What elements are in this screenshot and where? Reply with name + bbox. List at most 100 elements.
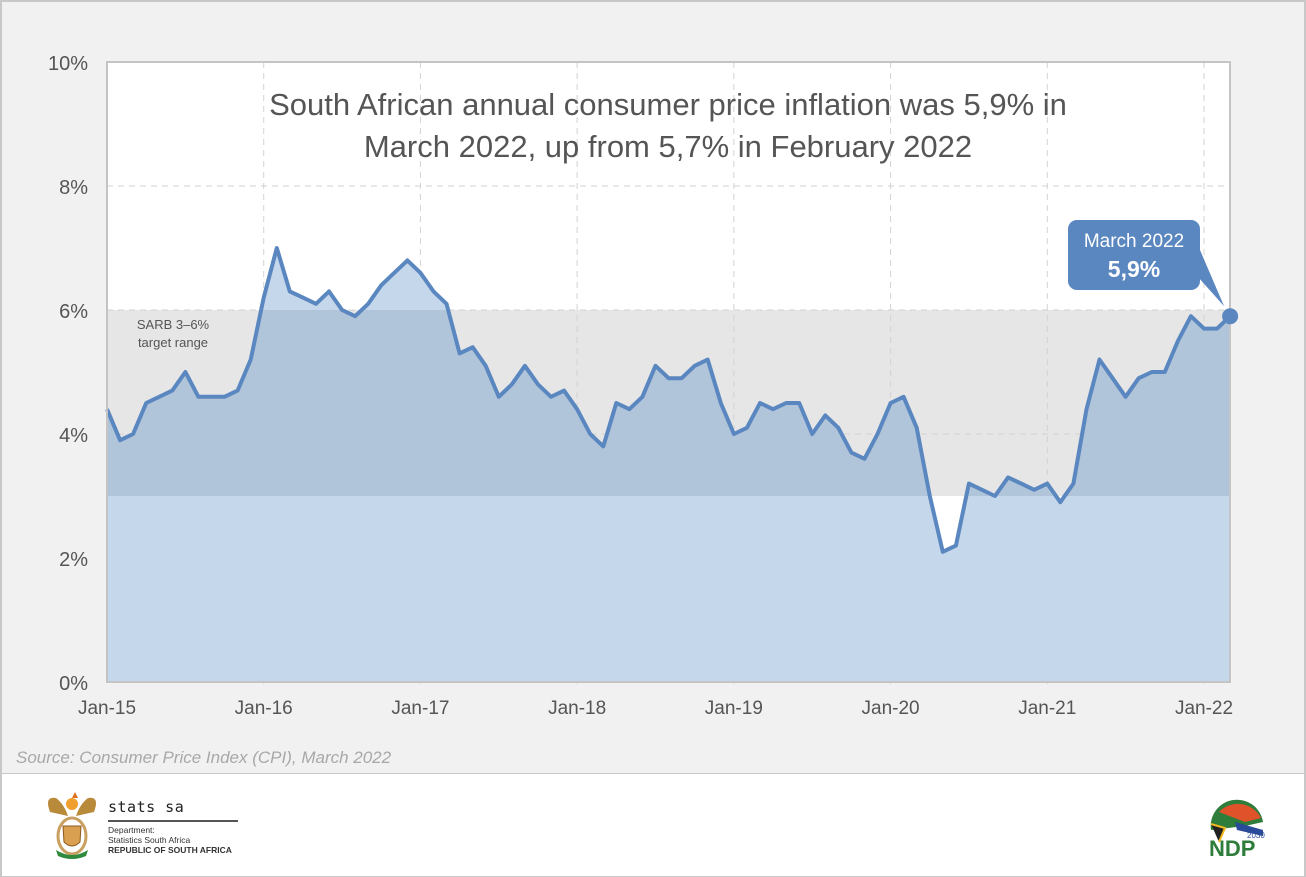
y-tick-label: 0% xyxy=(59,673,88,695)
x-tick-label: Jan-19 xyxy=(705,698,763,719)
data-point xyxy=(889,401,893,405)
x-tick-label: Jan-21 xyxy=(1018,698,1076,719)
data-point xyxy=(954,544,958,548)
data-point xyxy=(157,395,161,399)
data-point xyxy=(719,401,723,405)
x-tick-label: Jan-18 xyxy=(548,698,606,719)
band-label: SARB 3–6% xyxy=(137,317,210,332)
y-tick-label: 4% xyxy=(59,425,88,447)
y-tick-label: 10% xyxy=(48,53,88,75)
data-point xyxy=(601,444,605,448)
data-point xyxy=(549,395,553,399)
data-point xyxy=(327,289,331,293)
data-point xyxy=(510,382,514,386)
data-point xyxy=(379,283,383,287)
data-point xyxy=(654,364,658,368)
data-point xyxy=(183,370,187,374)
data-point xyxy=(1176,339,1180,343)
dept-line: Statistics South Africa xyxy=(108,835,191,845)
data-point xyxy=(562,389,566,393)
data-point xyxy=(627,407,631,411)
data-point xyxy=(745,426,749,430)
data-point xyxy=(1019,482,1023,486)
data-point xyxy=(680,376,684,380)
data-point xyxy=(536,382,540,386)
data-point xyxy=(784,401,788,405)
data-point xyxy=(170,389,174,393)
data-point xyxy=(1137,376,1141,380)
callout-date: March 2022 xyxy=(1084,231,1184,252)
data-point xyxy=(1071,482,1075,486)
data-point xyxy=(771,407,775,411)
data-point xyxy=(797,401,801,405)
data-point xyxy=(1045,482,1049,486)
data-point xyxy=(706,358,710,362)
data-point xyxy=(445,302,449,306)
data-point xyxy=(758,401,762,405)
source-note: Source: Consumer Price Index (CPI), Marc… xyxy=(16,748,392,767)
footer xyxy=(2,773,1304,876)
data-point xyxy=(876,432,880,436)
data-point xyxy=(1084,407,1088,411)
data-point xyxy=(497,395,501,399)
data-point xyxy=(1150,370,1154,374)
data-point xyxy=(1163,370,1167,374)
plot-border xyxy=(106,61,1231,683)
data-point xyxy=(836,426,840,430)
data-point xyxy=(1058,500,1062,504)
data-point xyxy=(941,550,945,554)
dept-line: Department: xyxy=(108,825,155,835)
inflation-line xyxy=(105,246,1232,554)
data-point xyxy=(862,457,866,461)
data-point xyxy=(575,407,579,411)
data-point xyxy=(314,302,318,306)
ndp-text: NDP xyxy=(1209,836,1255,860)
data-point xyxy=(105,407,109,411)
org-rule xyxy=(108,820,238,822)
data-point xyxy=(209,395,213,399)
data-point xyxy=(614,401,618,405)
data-point xyxy=(732,432,736,436)
x-tick-label: Jan-15 xyxy=(78,698,136,719)
x-tick-label: Jan-16 xyxy=(235,698,293,719)
data-point xyxy=(1006,475,1010,479)
data-point xyxy=(431,289,435,293)
data-point xyxy=(915,426,919,430)
data-point xyxy=(967,482,971,486)
data-point xyxy=(353,314,357,318)
data-point xyxy=(1215,327,1219,331)
data-point xyxy=(471,345,475,349)
data-point xyxy=(640,395,644,399)
coat-of-arms-icon xyxy=(48,792,96,859)
data-point xyxy=(993,494,997,498)
x-axis: Jan-15 Jan-16 Jan-17 Jan-18 Jan-19 Jan-20 Jan-… xyxy=(78,698,1233,719)
ndp-flag-icon: 2030 NDP xyxy=(1209,799,1265,861)
data-point xyxy=(484,364,488,368)
data-point xyxy=(288,289,292,293)
org-name: stats sa xyxy=(108,798,185,816)
data-point xyxy=(301,296,305,300)
target-range-overlap xyxy=(107,310,1230,496)
data-point xyxy=(340,308,344,312)
data-point xyxy=(262,296,266,300)
data-point xyxy=(1098,358,1102,362)
data-point xyxy=(236,389,240,393)
data-point xyxy=(849,451,853,455)
data-point xyxy=(405,258,409,262)
data-point xyxy=(249,358,253,362)
data-point xyxy=(1111,376,1115,380)
latest-data-point xyxy=(1222,308,1239,325)
data-point xyxy=(118,438,122,442)
ndp-year: 2030 xyxy=(1247,831,1265,840)
dept-line: REPUBLIC OF SOUTH AFRICA xyxy=(108,845,232,855)
data-point xyxy=(275,246,279,250)
y-tick-label: 6% xyxy=(59,301,88,323)
department-text: Department: Statistics South Africa REPU… xyxy=(108,825,232,855)
chart-title-line-1: South African annual consumer price infl… xyxy=(269,87,1067,122)
stats-sa-logo: stats sa Department: Statistics South Af… xyxy=(42,790,242,864)
callout-value: 5,9% xyxy=(1108,256,1160,282)
data-point xyxy=(693,364,697,368)
data-point xyxy=(810,432,814,436)
data-point xyxy=(1202,327,1206,331)
data-points xyxy=(105,246,1239,554)
